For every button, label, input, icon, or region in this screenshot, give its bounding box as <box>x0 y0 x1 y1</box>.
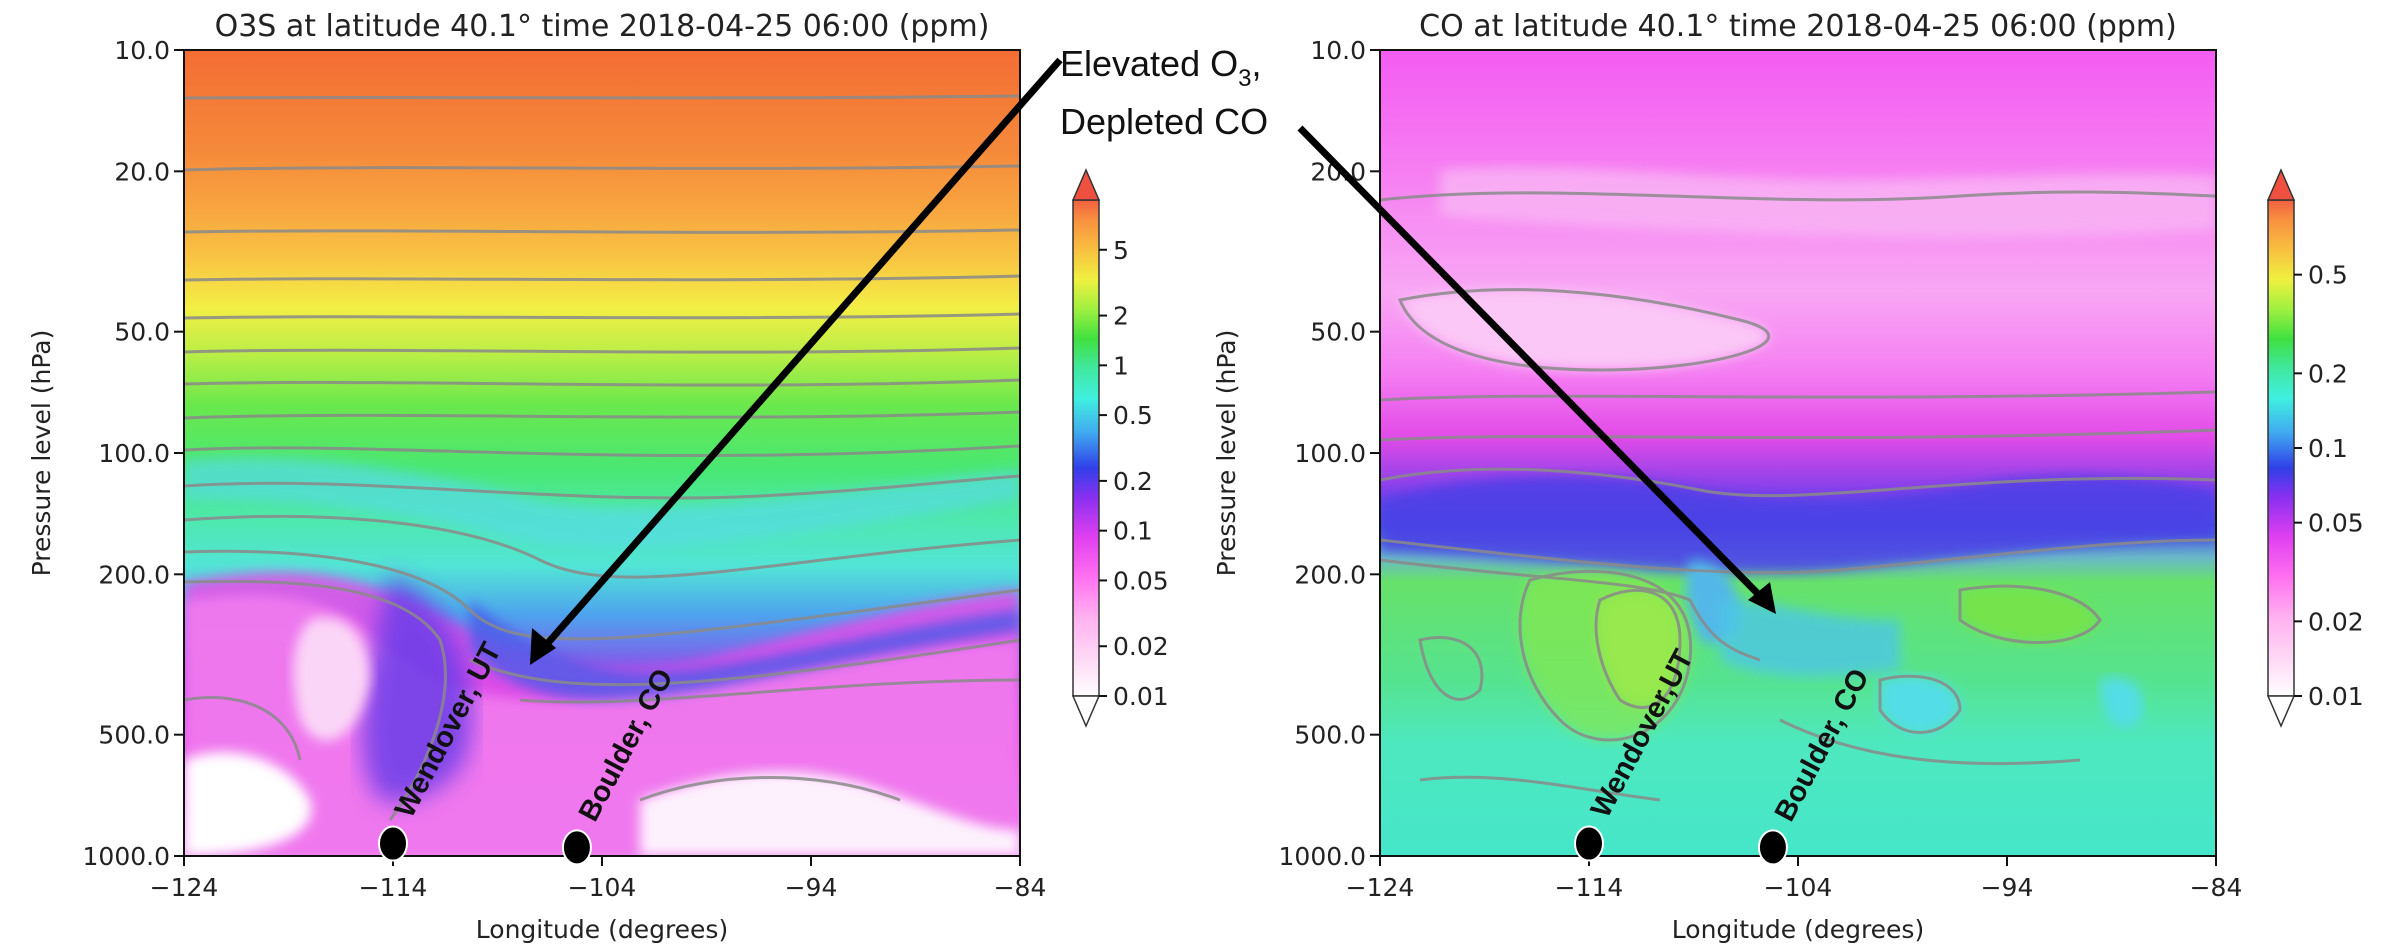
annotation-arrowhead-right <box>1748 582 1776 614</box>
o3-y-tick-label: 1000.0 <box>83 842 170 871</box>
o3-colorbar-bar <box>1072 199 1100 697</box>
co-y-tick-label: 10.0 <box>1310 36 1366 65</box>
co-x-tick-label: −84 <box>2190 873 2243 902</box>
o3-colorbar-extend-min <box>1071 695 1101 728</box>
co-colorbar: 0.5 0.2 0.1 0.05 0.02 0.01 <box>2266 168 2364 728</box>
o3-y-axis-label: Pressure level (hPa) <box>27 330 56 577</box>
co-colorbar-bar <box>2267 199 2295 697</box>
o3-x-tick-label: −104 <box>568 873 637 902</box>
co-x-tick-label: −114 <box>1555 873 1624 902</box>
co-x-axis: −124 −114 −104 −94 −84 <box>1346 856 2243 902</box>
co-y-tick-label: 200.0 <box>1294 560 1366 589</box>
co-colorbar-tick-label: 0.1 <box>2308 434 2348 463</box>
o3-x-axis-label: Longitude (degrees) <box>476 915 728 944</box>
o3-x-tick-label: −94 <box>785 873 838 902</box>
co-x-tick-label: −104 <box>1764 873 1833 902</box>
co-colorbar-tick-label: 0.05 <box>2308 509 2364 538</box>
co-field <box>1380 50 2216 856</box>
o3-colorbar-tick-label: 0.1 <box>1113 517 1153 546</box>
co-y-axis-label: Pressure level (hPa) <box>1212 330 1241 577</box>
o3-x-tick-label: −84 <box>994 873 1047 902</box>
o3-colorbar-tick-label: 0.01 <box>1113 682 1169 711</box>
annotation-line1: Elevated O3, <box>1060 43 1261 92</box>
annotation-arrow-left <box>537 57 1063 655</box>
o3-field <box>184 50 1020 856</box>
annotation-arrowhead-left <box>530 628 556 665</box>
co-x-tick-label: −94 <box>1981 873 2034 902</box>
o3-x-tick-label: −114 <box>359 873 428 902</box>
co-colorbar-extend-min <box>2266 695 2296 728</box>
o3-x-axis: −124 −114 −104 −94 −84 <box>150 856 1047 902</box>
o3-y-tick-label: 200.0 <box>98 560 170 589</box>
o3-station-marker <box>378 825 408 862</box>
co-y-tick-label: 1000.0 <box>1279 842 1366 871</box>
o3-colorbar-tick-label: 0.2 <box>1113 467 1153 496</box>
co-station-marker <box>1574 825 1604 862</box>
co-station-marker <box>1757 829 1788 866</box>
o3-panel: O3S at latitude 40.1° time 2018-04-25 06… <box>27 9 1169 944</box>
o3-station-marker <box>561 829 592 866</box>
annotation-arrow-right <box>1297 125 1767 603</box>
o3-y-tick-label: 500.0 <box>98 721 170 750</box>
co-colorbar-tick-label: 0.01 <box>2308 682 2364 711</box>
o3-y-tick-label: 20.0 <box>114 157 170 186</box>
o3-y-tick-label: 100.0 <box>98 439 170 468</box>
co-y-tick-label: 100.0 <box>1294 439 1366 468</box>
co-x-axis-label: Longitude (degrees) <box>1672 915 1924 944</box>
co-x-tick-label: −124 <box>1346 873 1415 902</box>
o3-y-tick-label: 50.0 <box>114 318 170 347</box>
co-panel-title: CO at latitude 40.1° time 2018-04-25 06:… <box>1419 9 2177 44</box>
co-y-tick-label: 50.0 <box>1310 318 1366 347</box>
co-colorbar-tick-label: 0.2 <box>2308 359 2348 388</box>
co-colorbar-tick-label: 0.5 <box>2308 261 2348 290</box>
o3-colorbar-tick-label: 1 <box>1113 351 1129 380</box>
o3-colorbar-tick-label: 0.05 <box>1113 566 1169 595</box>
o3-y-axis: 10.0 20.0 50.0 100.0 200.0 500.0 1000.0 <box>83 36 184 871</box>
o3-x-tick-label: −124 <box>150 873 219 902</box>
o3-colorbar-tick-label: 0.02 <box>1113 632 1169 661</box>
o3-panel-title: O3S at latitude 40.1° time 2018-04-25 06… <box>215 9 990 44</box>
annotation-line2: Depleted CO <box>1060 101 1268 142</box>
co-colorbar-tick-label: 0.02 <box>2308 607 2364 636</box>
o3-colorbar-tick-label: 5 <box>1113 236 1129 265</box>
co-panel: CO at latitude 40.1° time 2018-04-25 06:… <box>1212 9 2364 944</box>
co-colorbar-extend-max <box>2266 168 2296 201</box>
co-y-tick-label: 500.0 <box>1294 721 1366 750</box>
o3-colorbar: 5 2 1 0.5 0.2 0.1 0.05 0.02 0.01 <box>1071 168 1169 728</box>
o3-colorbar-tick-label: 0.5 <box>1113 401 1153 430</box>
annotation: Elevated O3, Depleted CO <box>530 43 1776 665</box>
o3-colorbar-extend-max <box>1071 168 1101 201</box>
o3-y-tick-label: 10.0 <box>114 36 170 65</box>
o3-colorbar-tick-label: 2 <box>1113 302 1129 331</box>
